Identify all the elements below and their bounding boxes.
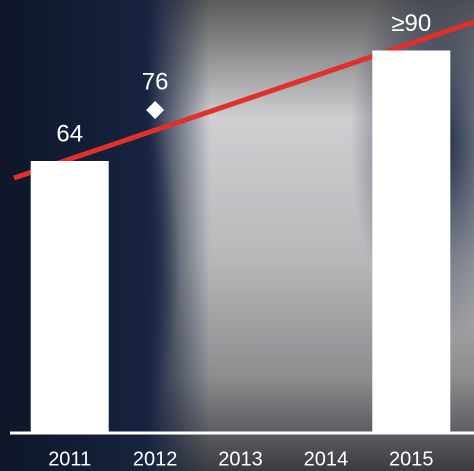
bar [30,161,109,433]
trend-line [13,19,474,181]
bar [372,50,451,433]
value-label: 64 [56,120,83,147]
x-tick-label: 2013 [218,448,263,470]
x-tick-label: 2014 [304,448,349,470]
x-tick-label: 2011 [48,448,91,470]
value-label: ≥90 [391,10,431,37]
value-label: 76 [142,68,169,95]
diamond-marker [146,101,165,119]
x-tick-label: 2012 [133,448,178,470]
x-tick-label: 2015 [389,448,434,470]
